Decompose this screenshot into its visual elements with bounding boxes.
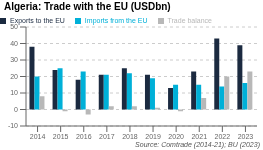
svg-text:2023: 2023	[238, 133, 254, 140]
html-text:Source: Comtrade (2014-21); BU: Source: Comtrade (2014-21); BU (2023)	[135, 141, 260, 148]
svg-text:0: 0	[14, 106, 18, 113]
svg-text:10: 10	[10, 89, 18, 96]
svg-text:2017: 2017	[99, 133, 115, 140]
svg-text:2021: 2021	[191, 133, 207, 140]
svg-text:2022: 2022	[215, 133, 231, 140]
svg-text:2020: 2020	[168, 133, 184, 140]
html-text:Trade balance: Trade balance	[167, 17, 212, 24]
html-text:Algeria: Trade with the EU (US: Algeria: Trade with the EU (USDbn)	[4, 1, 171, 12]
svg-text:40: 40	[10, 40, 18, 47]
svg-text:20: 20	[10, 73, 18, 80]
svg-text:2019: 2019	[145, 133, 161, 140]
html-text:Exports to the EU: Exports to the EU	[10, 17, 65, 24]
svg-text:2016: 2016	[76, 133, 92, 140]
svg-text:30: 30	[10, 56, 18, 63]
svg-text:-10: -10	[8, 122, 18, 129]
html-text:Imports from the EU: Imports from the EU	[84, 17, 148, 24]
svg-text:50: 50	[10, 23, 18, 30]
svg-text:2018: 2018	[122, 133, 138, 140]
svg-text:2015: 2015	[53, 133, 69, 140]
svg-text:2014: 2014	[30, 133, 46, 140]
